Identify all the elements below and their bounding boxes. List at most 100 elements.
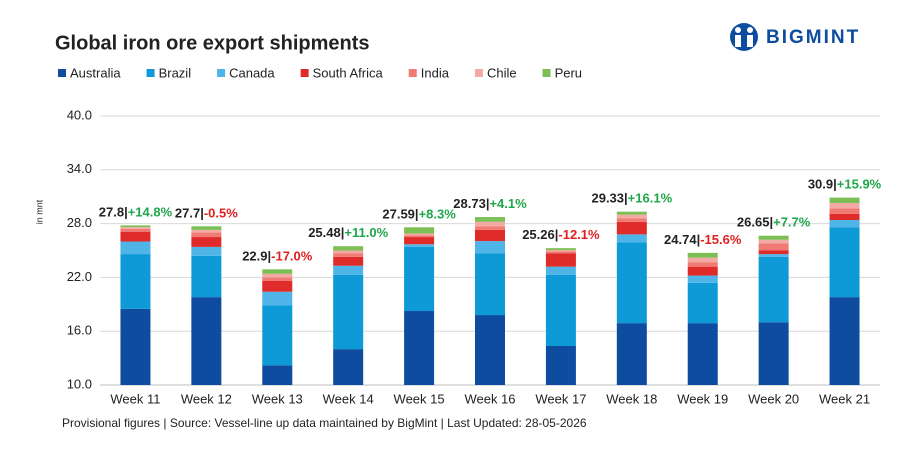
total-value: 25.48 <box>308 226 341 241</box>
bar-segment <box>120 227 151 229</box>
x-tick-label: Week 11 <box>110 391 160 406</box>
logo-text: BIGMINT <box>766 27 860 48</box>
total-value: 26.65 <box>737 215 770 230</box>
separator: | <box>486 196 490 211</box>
logo-icon <box>730 23 758 51</box>
chart-title: Global iron ore export shipments <box>55 32 370 54</box>
bar-segment <box>475 226 505 230</box>
bar-segment <box>404 237 435 245</box>
bar-segment <box>545 266 576 275</box>
total-label: 26.65|+7.7% <box>737 215 811 230</box>
total-label: 27.7|-0.5% <box>175 206 238 221</box>
bar-segment <box>616 242 647 324</box>
bar-segment <box>475 217 505 222</box>
bar-segment <box>545 253 576 267</box>
bar-segment <box>120 225 151 228</box>
legend-label: Canada <box>229 65 275 80</box>
bar-segment <box>333 256 364 266</box>
legend-label: Australia <box>70 65 121 80</box>
bar-segment <box>262 291 293 306</box>
bar-segment <box>545 248 576 251</box>
bar-segment <box>616 211 647 215</box>
separator: | <box>833 177 837 192</box>
bar-segment <box>475 229 505 242</box>
bar-segment <box>333 274 364 350</box>
bar-segment <box>829 202 860 209</box>
total-label: 29.33|+16.1% <box>591 191 672 206</box>
legend-swatch <box>146 69 155 77</box>
bar-segment <box>829 197 860 203</box>
bar-segment <box>262 280 293 292</box>
separator: | <box>124 205 128 220</box>
bar-segment <box>262 273 293 278</box>
y-tick-label: 40.0 <box>67 107 92 122</box>
bar-segment <box>545 251 576 254</box>
bar-segment <box>758 235 789 240</box>
total-label: 22.9|-17.0% <box>242 249 313 264</box>
bar-segment <box>687 252 718 258</box>
separator: | <box>268 249 272 264</box>
bar-segment <box>758 254 789 257</box>
legend-swatch <box>474 69 483 77</box>
legend-swatch <box>58 69 66 77</box>
separator: | <box>769 215 773 230</box>
y-tick-label: 28.0 <box>67 215 92 230</box>
total-label: 30.9|+15.9% <box>808 177 882 192</box>
total-value: 25.26 <box>522 228 555 243</box>
y-tick-label: 16.0 <box>67 323 92 338</box>
bar-segment <box>404 244 435 247</box>
legend-swatch <box>217 69 226 77</box>
bar-segment <box>758 250 789 255</box>
bar-segment <box>333 250 364 254</box>
separator: | <box>200 206 204 221</box>
bar-segment <box>404 235 435 238</box>
total-value: 22.9 <box>242 249 267 264</box>
total-label: 24.74|-15.6% <box>664 232 742 247</box>
total-label: 27.59|+8.3% <box>382 207 456 222</box>
x-tick-label: Week 12 <box>181 391 232 406</box>
bar-segment <box>758 322 789 385</box>
separator: | <box>415 207 419 222</box>
change-value: +11.0% <box>344 226 388 241</box>
bar-segment <box>829 213 860 221</box>
legend-swatch <box>408 69 417 77</box>
bar-segment <box>262 269 293 274</box>
bar-segment <box>262 277 293 281</box>
bar-segment <box>120 231 151 242</box>
x-tick-label: Week 20 <box>748 391 799 406</box>
total-label: 25.48|+11.0% <box>308 226 388 241</box>
separator: | <box>341 226 345 241</box>
separator: | <box>624 191 628 206</box>
bar-segment <box>404 311 435 385</box>
bar-segment <box>687 323 718 385</box>
separator: | <box>697 232 701 247</box>
bar-segment <box>687 282 718 324</box>
bar-segment <box>687 266 718 276</box>
bar-segment <box>262 365 293 385</box>
bar-segment <box>475 253 505 316</box>
bar-segment <box>333 349 364 385</box>
bar-segment <box>687 257 718 263</box>
bar-segment <box>687 275 718 283</box>
total-label: 27.8|+14.8% <box>99 205 173 220</box>
change-value: +16.1% <box>628 191 673 206</box>
x-tick-label: Week 21 <box>819 391 870 406</box>
bar-segment <box>120 228 151 232</box>
bar-segment <box>120 308 151 385</box>
total-value: 29.33 <box>591 191 624 206</box>
legend-label: India <box>421 65 450 80</box>
total-label: 28.73|+4.1% <box>453 196 527 211</box>
x-tick-label: Week 19 <box>677 391 728 406</box>
bar-segment <box>545 274 576 346</box>
total-value: 28.73 <box>453 196 486 211</box>
bar-segment <box>616 218 647 222</box>
legend-label: Peru <box>555 65 582 80</box>
y-tick-label: 22.0 <box>67 269 92 284</box>
bar-segment <box>616 214 647 219</box>
change-value: -17.0% <box>271 249 313 264</box>
total-value: 27.7 <box>175 206 200 221</box>
bar-segment <box>829 227 860 298</box>
bar-segment <box>475 221 505 227</box>
bar-segment <box>404 246 435 312</box>
